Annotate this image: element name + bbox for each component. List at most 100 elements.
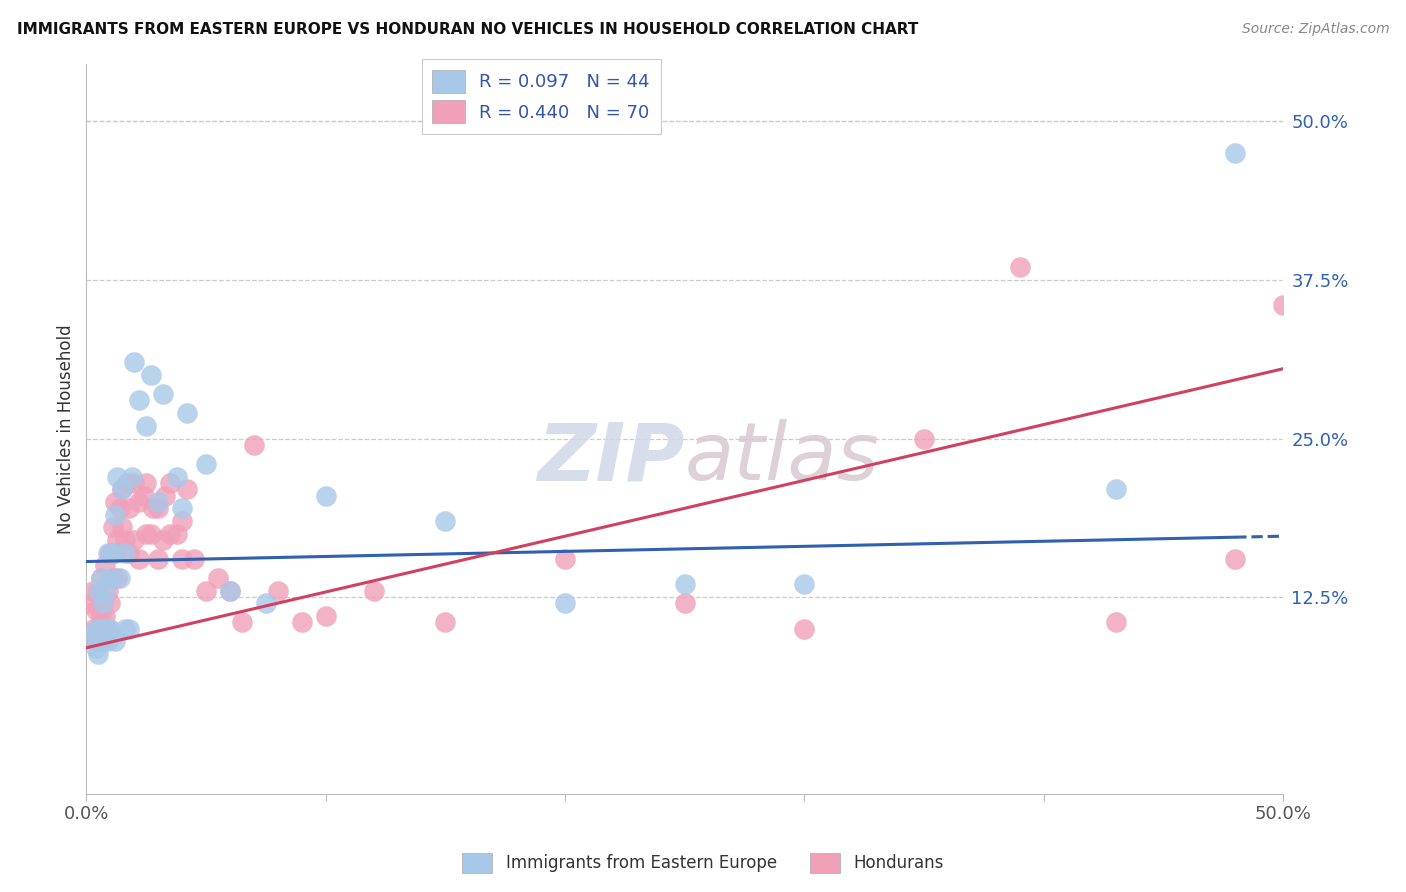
- Point: [793, 577, 815, 591]
- Text: IMMIGRANTS FROM EASTERN EUROPE VS HONDURAN NO VEHICLES IN HOUSEHOLD CORRELATION : IMMIGRANTS FROM EASTERN EUROPE VS HONDUR…: [17, 22, 918, 37]
- Point: [554, 552, 576, 566]
- Point: [98, 622, 121, 636]
- Point: [90, 571, 112, 585]
- Point: [254, 596, 277, 610]
- Point: [121, 469, 143, 483]
- Point: [114, 622, 136, 636]
- Point: [94, 583, 117, 598]
- Point: [94, 609, 117, 624]
- Point: [673, 596, 696, 610]
- Point: [94, 622, 117, 636]
- Point: [111, 482, 134, 496]
- Point: [170, 501, 193, 516]
- Point: [1225, 552, 1247, 566]
- Point: [291, 615, 314, 630]
- Point: [363, 583, 385, 598]
- Point: [118, 546, 141, 560]
- Point: [152, 387, 174, 401]
- Point: [912, 432, 935, 446]
- Point: [128, 393, 150, 408]
- Point: [107, 571, 129, 585]
- Point: [1104, 615, 1126, 630]
- Point: [87, 634, 110, 648]
- Point: [107, 533, 129, 547]
- Point: [231, 615, 253, 630]
- Point: [170, 514, 193, 528]
- Point: [118, 622, 141, 636]
- Point: [104, 508, 127, 522]
- Point: [84, 640, 107, 655]
- Point: [139, 368, 162, 382]
- Point: [98, 571, 121, 585]
- Point: [82, 628, 104, 642]
- Point: [87, 583, 110, 598]
- Point: [146, 552, 169, 566]
- Point: [1272, 298, 1295, 312]
- Point: [108, 571, 131, 585]
- Point: [87, 622, 110, 636]
- Point: [159, 475, 181, 490]
- Point: [194, 583, 217, 598]
- Point: [80, 628, 103, 642]
- Point: [139, 526, 162, 541]
- Point: [434, 615, 457, 630]
- Point: [166, 469, 188, 483]
- Text: Source: ZipAtlas.com: Source: ZipAtlas.com: [1241, 22, 1389, 37]
- Point: [97, 546, 120, 560]
- Point: [87, 583, 110, 598]
- Point: [219, 583, 242, 598]
- Point: [84, 634, 107, 648]
- Point: [146, 495, 169, 509]
- Point: [101, 571, 124, 585]
- Point: [97, 622, 120, 636]
- Point: [87, 647, 110, 661]
- Point: [1104, 482, 1126, 496]
- Point: [111, 520, 134, 534]
- Point: [107, 469, 129, 483]
- Point: [98, 546, 121, 560]
- Point: [101, 546, 124, 560]
- Point: [183, 552, 205, 566]
- Point: [115, 475, 138, 490]
- Point: [176, 482, 198, 496]
- Point: [97, 634, 120, 648]
- Point: [315, 489, 337, 503]
- Point: [90, 634, 112, 648]
- Point: [142, 501, 165, 516]
- Point: [91, 596, 114, 610]
- Point: [207, 571, 229, 585]
- Point: [1008, 260, 1031, 275]
- Point: [315, 609, 337, 624]
- Text: ZIP: ZIP: [537, 419, 685, 497]
- Point: [97, 583, 120, 598]
- Point: [135, 418, 157, 433]
- Text: atlas: atlas: [685, 419, 879, 497]
- Point: [80, 596, 103, 610]
- Y-axis label: No Vehicles in Household: No Vehicles in Household: [58, 324, 75, 533]
- Point: [122, 475, 145, 490]
- Point: [170, 552, 193, 566]
- Point: [554, 596, 576, 610]
- Point: [166, 526, 188, 541]
- Point: [104, 634, 127, 648]
- Point: [146, 501, 169, 516]
- Point: [132, 489, 155, 503]
- Point: [82, 583, 104, 598]
- Legend: Immigrants from Eastern Europe, Hondurans: Immigrants from Eastern Europe, Honduran…: [456, 847, 950, 880]
- Point: [128, 495, 150, 509]
- Point: [84, 603, 107, 617]
- Point: [118, 501, 141, 516]
- Point: [155, 489, 177, 503]
- Point: [152, 533, 174, 547]
- Point: [219, 583, 242, 598]
- Point: [104, 495, 127, 509]
- Point: [135, 526, 157, 541]
- Legend: R = 0.097   N = 44, R = 0.440   N = 70: R = 0.097 N = 44, R = 0.440 N = 70: [422, 59, 661, 134]
- Point: [122, 355, 145, 369]
- Point: [176, 406, 198, 420]
- Point: [91, 596, 114, 610]
- Point: [94, 558, 117, 573]
- Point: [194, 457, 217, 471]
- Point: [267, 583, 290, 598]
- Point: [128, 552, 150, 566]
